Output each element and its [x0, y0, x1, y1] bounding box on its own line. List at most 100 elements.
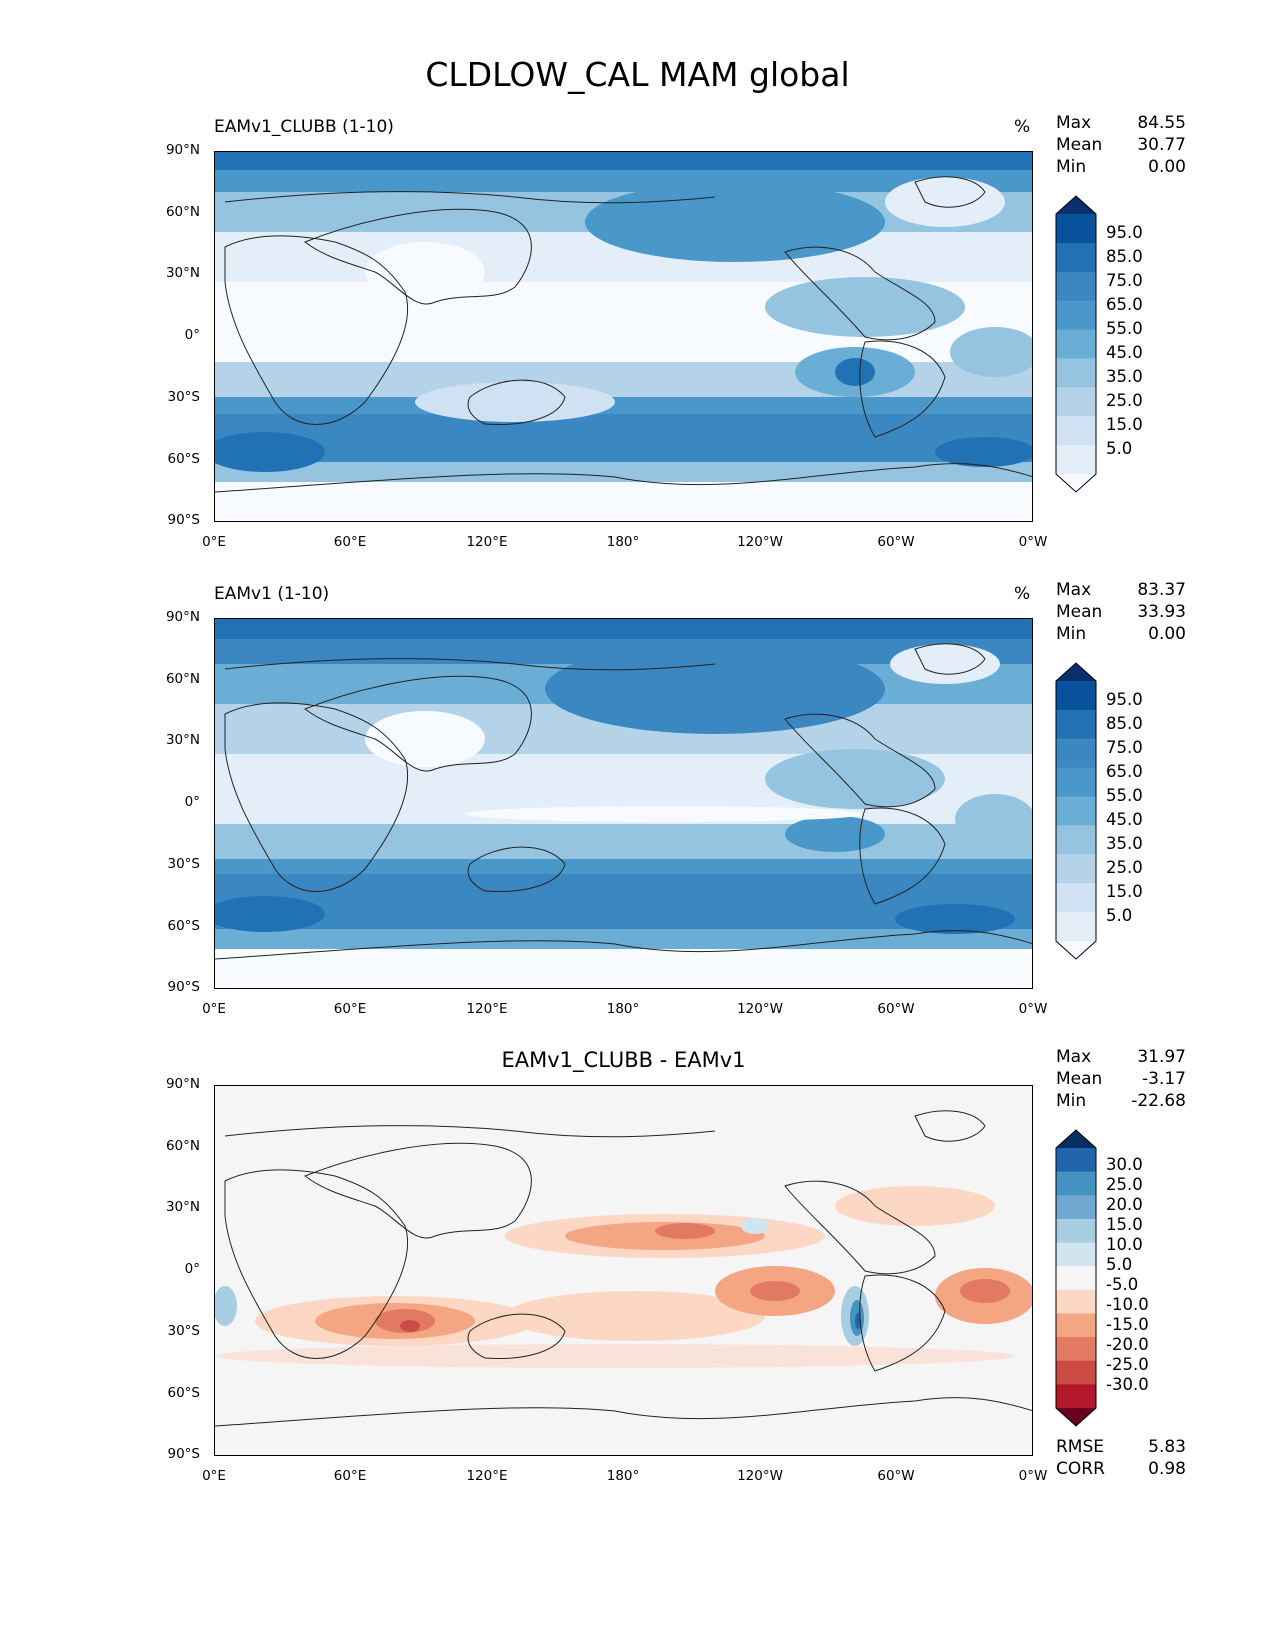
colorbar-label: 30.0 — [1106, 1155, 1143, 1174]
colorbar-outline — [1055, 662, 1097, 960]
colorbar-label: 25.0 — [1106, 858, 1143, 877]
colorbar-swatch — [1056, 300, 1096, 331]
colorbar-swatch — [1056, 271, 1096, 302]
colorbar-label: 95.0 — [1106, 223, 1143, 242]
lon-tick: 180° — [606, 534, 640, 550]
colorbar-swatch — [1056, 1148, 1096, 1173]
colorbar-label: 45.0 — [1106, 343, 1143, 362]
colorbar-label: 85.0 — [1106, 247, 1143, 266]
colorbar-label: 5.0 — [1106, 906, 1133, 925]
colorbar-label: -15.0 — [1106, 1315, 1149, 1334]
colorbar-swatch — [1056, 767, 1096, 798]
colorbar-label: 15.0 — [1106, 882, 1143, 901]
colorbar-label: 75.0 — [1106, 738, 1143, 757]
colorbar-outline — [1055, 1129, 1097, 1427]
metric-label: RMSE — [1056, 1437, 1105, 1457]
colorbar-label: -25.0 — [1106, 1355, 1149, 1374]
colorbar-swatches — [1055, 195, 1097, 493]
lon-tick: 120°E — [466, 534, 508, 550]
lat-tick: 60°N — [165, 204, 200, 220]
colorbar-label: 10.0 — [1106, 1235, 1143, 1254]
colorbar-label: 20.0 — [1106, 1195, 1143, 1214]
lon-tick: 120°W — [737, 1001, 783, 1017]
colorbar-swatch — [1056, 912, 1096, 942]
colorbar-swatch — [1056, 1266, 1096, 1291]
colorbar-label: 55.0 — [1106, 786, 1143, 805]
map-eamv1-clubb — [215, 152, 1032, 521]
lon-tick: 0°W — [1018, 534, 1048, 550]
lat-tick: 30°N — [165, 732, 200, 748]
colorbar-label: 75.0 — [1106, 271, 1143, 290]
lat-tick: 30°S — [167, 389, 201, 405]
lat-tick: 0° — [184, 1261, 200, 1277]
colorbar-label: 85.0 — [1106, 714, 1143, 733]
colorbar-swatch — [1056, 1242, 1096, 1267]
map-difference — [215, 1086, 1032, 1455]
panel-eamv1: EAMv1 (1-10) % Max 83.37 Mean 33.93 Min 0.0… — [0, 577, 1275, 1017]
lon-tick: 120°E — [466, 1001, 508, 1017]
colorbar-label: 15.0 — [1106, 415, 1143, 434]
colorbar-swatch — [1056, 358, 1096, 388]
colorbar-swatch — [1056, 242, 1096, 273]
lat-tick: 60°S — [167, 918, 201, 934]
colorbar-label: 65.0 — [1106, 762, 1143, 781]
colorbar-label: 35.0 — [1106, 367, 1143, 386]
lat-tick: 0° — [184, 327, 200, 343]
colorbar-swatch — [1056, 681, 1096, 711]
lon-tick: 180° — [606, 1468, 640, 1484]
lat-tick: 60°N — [165, 1138, 200, 1154]
figure-title: CLDLOW_CAL MAM global — [425, 55, 850, 94]
colorbar-swatch — [1056, 1360, 1096, 1385]
stat-label: Min — [1056, 1091, 1087, 1111]
colorbar-extend-max — [1056, 1130, 1096, 1148]
stat-value: -22.68 — [1131, 1091, 1186, 1111]
lon-tick: 60°E — [333, 534, 367, 550]
lon-tick: 60°W — [877, 1001, 915, 1017]
stat-value: -3.17 — [1142, 1069, 1186, 1089]
colorbar-label: 55.0 — [1106, 319, 1143, 338]
colorbar — [1054, 1128, 1098, 1432]
lat-tick: 90°S — [167, 979, 201, 995]
stats-box: Max 83.37 Mean 33.93 Min 0.00 — [1056, 579, 1186, 645]
colorbar-label: -30.0 — [1106, 1375, 1149, 1394]
colorbar-swatch — [1056, 1171, 1096, 1196]
lon-tick: 0°W — [1018, 1468, 1048, 1484]
colorbar-swatch — [1056, 214, 1096, 244]
panel-title: EAMv1_CLUBB (1-10) — [214, 117, 394, 137]
colorbar-swatch — [1056, 1313, 1096, 1338]
lon-tick: 0°W — [1018, 1001, 1048, 1017]
colorbar-swatch — [1056, 445, 1096, 475]
metric-value: 0.98 — [1148, 1459, 1186, 1479]
colorbar-label: 95.0 — [1106, 690, 1143, 709]
colorbar-swatch — [1056, 796, 1096, 826]
colorbar-label: -20.0 — [1106, 1335, 1149, 1354]
stat-value: 84.55 — [1137, 113, 1186, 133]
metric-value: 5.83 — [1148, 1437, 1186, 1457]
colorbar-swatch — [1056, 854, 1096, 884]
metrics-box: RMSE 5.83 CORR 0.98 — [1056, 1436, 1186, 1480]
stat-value: 0.00 — [1148, 157, 1186, 177]
colorbar-extend-max — [1056, 663, 1096, 681]
panel-eamv1-clubb: EAMv1_CLUBB (1-10) % Max 84.55 Mean 30.77 … — [0, 110, 1275, 550]
colorbar-swatch — [1056, 825, 1096, 855]
colorbar-swatch — [1056, 387, 1096, 417]
lon-tick: 60°W — [877, 1468, 915, 1484]
panel-title: EAMv1_CLUBB - EAMv1 — [501, 1048, 746, 1072]
lat-tick: 30°N — [165, 1199, 200, 1215]
colorbar-label: 25.0 — [1106, 391, 1143, 410]
colorbar-swatch — [1056, 709, 1096, 740]
map-eamv1 — [215, 619, 1032, 988]
stat-value: 0.00 — [1148, 624, 1186, 644]
stat-label: Mean — [1056, 602, 1103, 622]
stat-value: 83.37 — [1137, 580, 1186, 600]
colorbar-extend-min — [1056, 1408, 1096, 1426]
stat-label: Min — [1056, 157, 1087, 177]
lat-tick: 60°N — [165, 671, 200, 687]
colorbar-extend-min — [1056, 941, 1096, 959]
colorbar-label: 5.0 — [1106, 1255, 1133, 1274]
colorbar-label: 25.0 — [1106, 1175, 1143, 1194]
lon-tick: 120°W — [737, 1468, 783, 1484]
colorbar-extend-max — [1056, 196, 1096, 214]
colorbar-label: 65.0 — [1106, 295, 1143, 314]
stat-label: Max — [1056, 113, 1092, 133]
